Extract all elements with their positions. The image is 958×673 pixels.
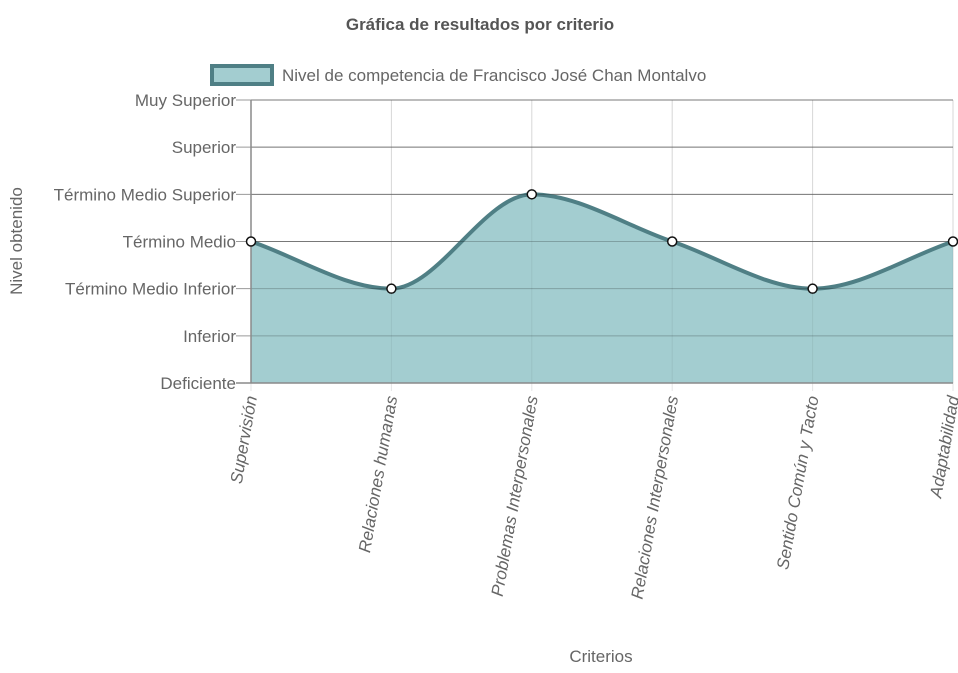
legend[interactable]: Nivel de competencia de Francisco José C… (210, 64, 706, 86)
y-tick-label: Deficiente (160, 374, 236, 393)
data-points (245, 189, 958, 294)
chart-title: Gráfica de resultados por criterio (346, 15, 614, 34)
y-tick-label: Muy Superior (135, 91, 236, 110)
y-tick-label: Término Medio (123, 233, 236, 252)
y-tick-label: Inferior (183, 327, 236, 346)
data-point (666, 236, 678, 247)
legend-swatch (210, 64, 274, 86)
y-tick-label: Superior (172, 138, 237, 157)
x-tick-label: Adaptabilidad (926, 394, 958, 500)
data-point (526, 189, 538, 200)
y-tick-labels: Deficiente Inferior Término Medio Inferior… (54, 91, 237, 393)
data-point (807, 283, 818, 294)
x-tick-label: Supervisión (227, 394, 261, 485)
x-tick-label: Sentido Común y Tacto (773, 394, 822, 571)
x-tick-label: Relaciones humanas (355, 394, 401, 554)
legend-label: Nivel de competencia de Francisco José C… (282, 66, 706, 85)
data-point (386, 283, 397, 294)
data-point (245, 236, 257, 247)
series-area-group (250, 99, 954, 384)
data-point (947, 236, 958, 247)
y-axis-title: Nivel obtenido (7, 187, 26, 295)
y-tick-label: Término Medio Superior (54, 185, 237, 204)
series-line (250, 192, 954, 291)
y-tick-label: Término Medio Inferior (65, 280, 236, 299)
x-tick-label: Problemas Interpersonales (488, 394, 542, 598)
x-tick-labels: Supervisión Relaciones humanas Problemas I… (227, 394, 958, 601)
series-area-fill (251, 194, 953, 383)
x-axis-title: Criterios (569, 647, 632, 666)
x-tick-label: Relaciones Interpersonales (628, 394, 683, 601)
